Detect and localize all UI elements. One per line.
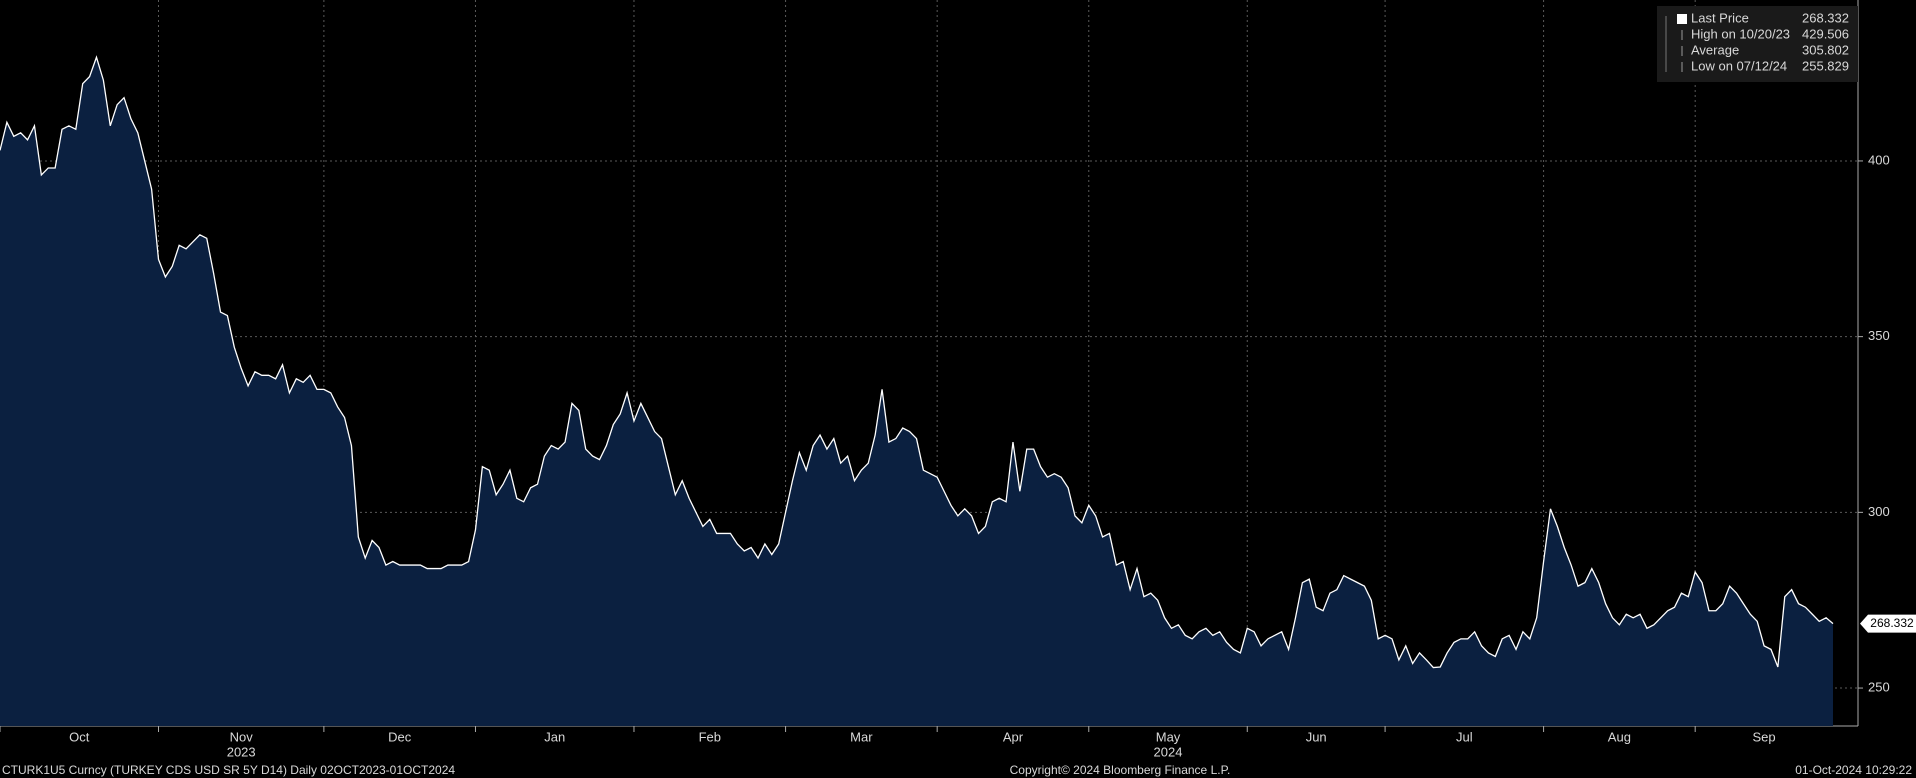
legend-box	[1657, 6, 1858, 82]
y-tick-label: 350	[1868, 328, 1890, 343]
legend-label: Last Price	[1691, 10, 1749, 25]
x-tick-label: Feb	[699, 729, 721, 744]
x-tick-label: Jan	[544, 729, 565, 744]
x-year-label: 2024	[1154, 744, 1183, 759]
last-value-label: 268.332	[1870, 616, 1914, 630]
legend-value: 268.332	[1802, 10, 1849, 25]
x-tick-label: Jun	[1306, 729, 1327, 744]
line	[0, 55, 1834, 669]
area	[0, 57, 1833, 726]
x-tick-label: Aug	[1608, 729, 1631, 744]
footer-center: Copyright© 2024 Bloomberg Finance L.P.	[1010, 763, 1231, 777]
footer-right: 01-Oct-2024 10:29:22	[1795, 763, 1912, 777]
legend-value: 255.829	[1802, 58, 1849, 73]
y-tick-label: 250	[1868, 679, 1890, 694]
legend-value: 305.802	[1802, 42, 1849, 57]
x-tick-label: Mar	[850, 729, 873, 744]
x-tick-label: Apr	[1003, 729, 1024, 744]
footer-left: CTURK1U5 Curncy (TURKEY CDS USD SR 5Y D1…	[2, 763, 455, 777]
x-tick-label: Nov	[230, 729, 254, 744]
x-tick-label: May	[1156, 729, 1181, 744]
y-tick-label: 400	[1868, 152, 1890, 167]
x-tick-label: Jul	[1456, 729, 1473, 744]
legend-value: 429.506	[1802, 26, 1849, 41]
last-value-box	[1860, 614, 1916, 633]
x-tick-label: Dec	[388, 729, 412, 744]
legend-label: Average	[1691, 42, 1739, 57]
legend-label: Low on 07/12/24	[1691, 58, 1787, 73]
x-tick-label: Sep	[1753, 729, 1776, 744]
x-tick-label: Oct	[69, 729, 90, 744]
x-year-label: 2023	[227, 744, 256, 759]
legend-swatch	[1677, 14, 1687, 24]
y-tick-label: 300	[1868, 504, 1890, 519]
legend-label: High on 10/20/23	[1691, 26, 1790, 41]
